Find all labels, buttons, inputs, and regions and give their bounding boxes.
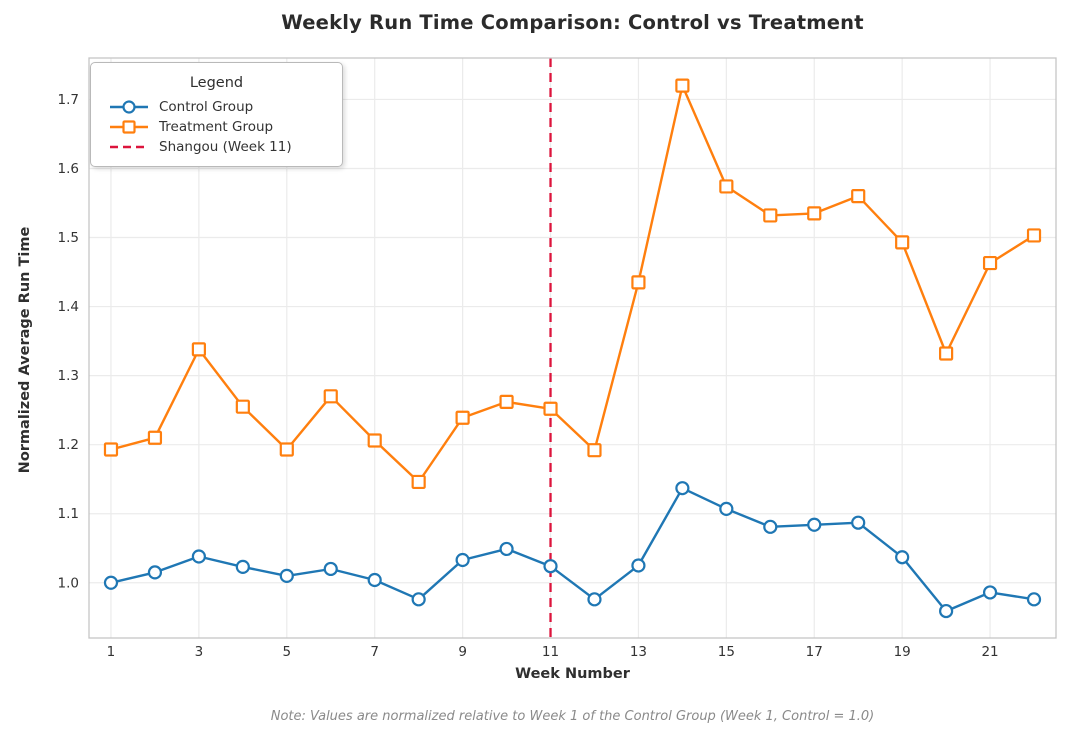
x-tick-label: 21 [981,644,998,660]
treatment-point [367,433,382,448]
control-point [807,517,822,532]
control-point [895,550,910,565]
treatment-point [675,78,690,93]
x-tick-label: 7 [370,644,379,660]
y-tick-label: 1.7 [58,92,79,108]
x-tick-label: 9 [458,644,467,660]
control-point [543,559,558,574]
x-tick-label: 11 [542,644,559,660]
treatment-point [763,208,778,223]
treatment-point [235,399,250,414]
control-point [719,501,734,516]
control-line [110,487,1035,613]
treatment-point [191,342,206,357]
y-tick-label: 1.0 [58,575,79,591]
legend-item-control: Control Group [109,97,332,117]
treatment-point [103,442,119,457]
x-tick-label: 1 [107,644,116,660]
y-tick-label: 1.1 [58,506,79,522]
footnote: Note: Values are normalized relative to … [270,709,875,724]
x-tick-label: 3 [195,644,204,660]
legend: Legend Control Group Treatment Group Sha… [90,62,343,167]
control-point [675,481,690,496]
x-tick-label: 15 [718,644,735,660]
treatment-point [543,401,558,416]
legend-title: Legend [189,75,244,91]
control-point [411,592,426,607]
treatment-point [499,394,514,409]
dashed-line-icon [110,145,148,149]
treatment-point [323,389,338,404]
plot-border [88,57,1057,639]
treatment-markers [103,78,1042,490]
y-tick-label: 1.3 [58,368,79,384]
legend-item-treatment: Treatment Group [109,117,332,137]
treatment-point [455,410,470,425]
treatment-point [279,442,294,457]
y-tick-label: 1.4 [58,299,79,315]
x-axis-label: Week Number [515,666,630,682]
control-point [455,552,470,568]
control-point [191,549,206,564]
control-point [939,603,954,619]
control-point [147,565,163,580]
control-point [763,519,778,534]
treatment-point [851,188,866,204]
treatment-point [411,474,426,490]
y-axis-label: Normalized Average Run Time [17,226,33,474]
treatment-point [807,206,822,221]
control-point [1026,592,1042,607]
control-point [279,568,294,583]
treatment-point [719,179,734,194]
x-tick-label: 13 [630,644,647,660]
legend-item-shangou: Shangou (Week 11) [109,137,332,157]
x-tick-labels: 1 3 5 7 9 11 13 15 17 19 21 [107,644,999,660]
treatment-line [110,84,1035,484]
legend-label-shangou: Shangou (Week 11) [159,139,292,155]
treatment-point [895,235,910,250]
control-point [323,561,338,577]
control-point [235,559,250,574]
control-point [367,572,382,588]
control-point [631,558,646,573]
legend-label-treatment: Treatment Group [159,119,274,135]
treatment-point [587,443,602,458]
control-point [587,592,602,607]
treatment-point [631,275,646,290]
control-point [499,541,514,557]
y-tick-label: 1.6 [58,161,79,177]
treatment-line-square-icon [110,120,148,134]
chart-title: Weekly Run Time Comparison: Control vs T… [281,11,864,34]
legend-label-control: Control Group [159,99,254,115]
x-tick-label: 17 [806,644,823,660]
y-tick-labels: 1.0 1.1 1.2 1.3 1.4 1.5 1.6 1.7 [58,92,79,591]
treatment-point [982,255,998,271]
control-point [851,515,866,530]
y-tick-label: 1.2 [58,437,79,453]
x-tick-label: 5 [282,644,291,660]
treatment-point [939,346,954,361]
x-tick-label: 19 [894,644,911,660]
y-tick-label: 1.5 [58,230,79,246]
control-markers [103,481,1042,619]
control-line-circle-icon [110,100,148,114]
treatment-point [1026,228,1042,243]
treatment-point [147,430,163,445]
control-point [103,575,119,590]
control-point [982,585,998,600]
